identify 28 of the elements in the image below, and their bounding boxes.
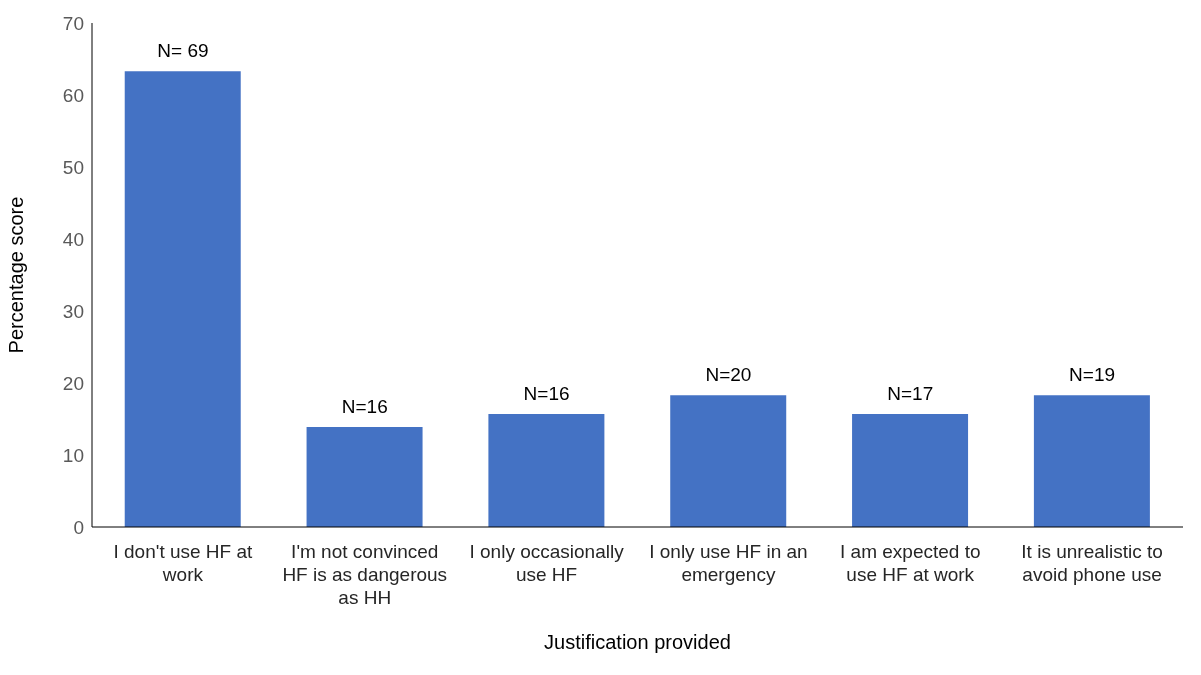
y-tick-label: 0 xyxy=(73,516,84,538)
y-tick-label: 70 xyxy=(62,12,84,34)
annotation: N=19 xyxy=(1069,364,1116,386)
annotation: N=20 xyxy=(705,364,752,386)
y-tick-label: 40 xyxy=(62,228,84,250)
y-tick-label: 10 xyxy=(62,444,84,466)
bar xyxy=(488,413,605,527)
x-tick-label: I only use HF in an emergency xyxy=(649,541,808,585)
bar xyxy=(124,71,241,527)
annotation: N=17 xyxy=(887,382,934,404)
bar xyxy=(306,426,423,527)
y-tick-label: 30 xyxy=(62,300,84,322)
annotation: N=16 xyxy=(341,395,388,417)
bar xyxy=(1033,395,1150,527)
annotation: N= 69 xyxy=(157,40,209,62)
y-tick-label: 60 xyxy=(62,84,84,106)
bar xyxy=(670,395,787,527)
x-tick-label: I'm not convinced HF is as dangerous as HH xyxy=(282,541,448,608)
x-tick-label: I don't use HF at work xyxy=(113,541,254,585)
x-tick-label: I only occasionally use HF xyxy=(469,541,625,585)
x-axis-title: Justification provided xyxy=(544,631,731,653)
x-tick-label: I am expected to use HF at work xyxy=(840,541,981,585)
y-axis-title: Percentage score xyxy=(5,196,28,354)
annotation: N=16 xyxy=(523,382,570,404)
y-tick-label: 20 xyxy=(62,372,84,394)
bar xyxy=(852,413,969,527)
y-tick-label: 50 xyxy=(62,156,84,178)
x-tick-label: It is unrealistic to avoid phone use xyxy=(1021,541,1163,585)
